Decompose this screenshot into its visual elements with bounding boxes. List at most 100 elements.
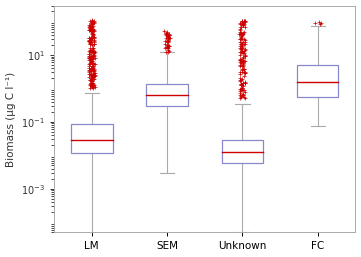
Point [238,42,244,46]
Point [89,53,95,58]
Point [86,52,92,56]
Point [164,34,169,39]
Point [89,84,95,88]
Point [238,64,243,68]
Point [240,67,246,71]
Point [242,47,248,51]
Point [86,24,92,29]
Point [242,48,248,52]
Point [241,37,247,41]
Point [166,33,172,37]
Point [237,40,243,44]
Point [92,36,97,40]
Point [164,39,170,43]
Point [239,49,244,53]
Point [318,21,323,25]
Point [90,43,95,47]
Point [88,54,93,58]
Point [90,51,96,56]
Point [91,38,97,42]
Point [237,89,243,93]
Point [89,35,95,39]
Point [87,78,93,82]
Point [166,44,172,49]
Point [242,80,248,84]
Point [240,93,245,97]
Point [240,59,246,63]
Point [165,30,170,34]
Point [87,56,92,60]
Point [242,22,247,26]
Point [238,61,244,65]
Point [86,39,92,43]
Point [164,32,169,36]
Point [92,56,97,60]
Point [239,58,244,62]
Point [91,28,97,32]
Point [238,50,244,54]
Point [164,36,169,40]
Point [238,31,244,35]
Point [240,64,246,68]
Point [163,31,169,35]
Point [87,78,92,82]
Point [90,57,95,61]
Point [92,85,97,89]
Point [91,20,96,24]
Point [91,65,96,69]
Point [165,35,171,39]
Point [90,49,96,53]
Point [239,33,244,38]
Point [88,28,94,32]
Point [242,40,248,44]
Point [166,33,172,37]
Bar [297,65,339,97]
Point [88,73,94,77]
Point [89,49,95,53]
Point [237,72,243,77]
Point [238,34,244,38]
Point [89,56,95,60]
Point [87,38,93,42]
Point [238,88,243,92]
Point [89,74,95,78]
Point [89,77,95,81]
Point [239,58,245,62]
Point [237,46,243,50]
Point [242,19,248,23]
Point [240,22,246,26]
Point [88,40,94,44]
Point [86,38,92,42]
Point [165,39,171,43]
Point [243,81,248,85]
Point [91,73,97,77]
Point [237,30,243,34]
Point [90,86,95,90]
Point [239,41,245,45]
Point [237,79,243,83]
Point [237,78,243,82]
Point [88,29,94,33]
Point [88,81,94,86]
Point [239,43,245,48]
Point [90,19,95,23]
Point [88,83,94,87]
Point [89,68,95,72]
Point [240,40,246,44]
Point [90,19,95,23]
Point [86,68,92,72]
Point [241,95,247,99]
Point [90,45,96,50]
Point [88,36,94,41]
Point [237,58,243,62]
Point [240,60,246,64]
Point [86,63,92,68]
Point [165,34,171,38]
Point [238,50,243,54]
Point [86,56,92,60]
Point [164,31,170,35]
Point [87,28,93,32]
Point [90,69,96,74]
Point [239,42,245,46]
Point [240,93,246,97]
